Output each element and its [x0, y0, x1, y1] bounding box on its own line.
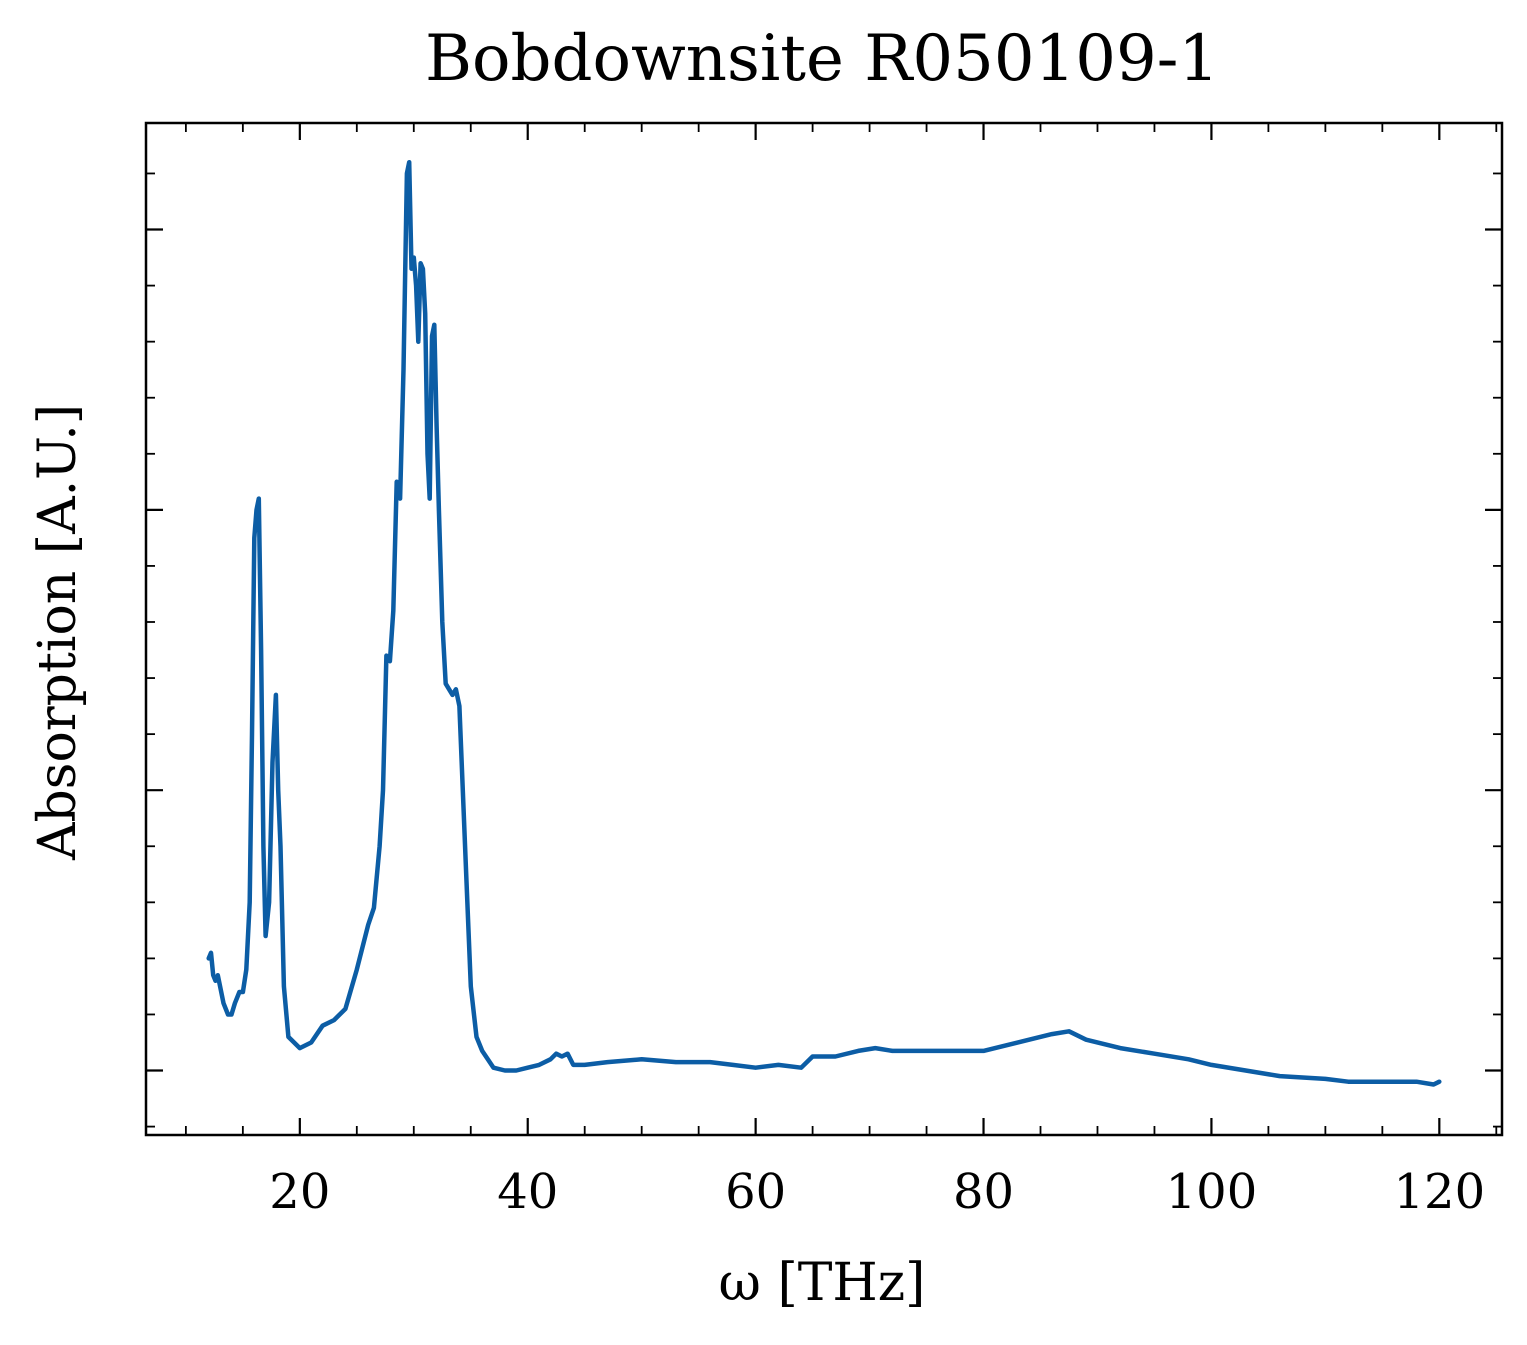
x-tick-labels: 20 40 60 80 100 120	[269, 1164, 1485, 1220]
plot-frame	[144, 121, 1504, 1137]
chart-title: Bobdownsite R050109-1	[425, 22, 1219, 96]
series-layer	[206, 159, 1442, 1087]
plot-area	[144, 121, 1504, 1137]
x-tick-label: 60	[725, 1164, 786, 1220]
absorption-series-line	[206, 159, 1442, 1087]
x-tick-label: 20	[269, 1164, 330, 1220]
x-tick-label: 80	[953, 1164, 1014, 1220]
x-axis-label: ω [THz]	[719, 1253, 926, 1313]
x-tick-label: 100	[1166, 1164, 1258, 1220]
x-tick-label: 40	[497, 1164, 558, 1220]
ticks-layer	[146, 123, 1502, 1135]
y-axis-label: Absorption [A.U.]	[28, 404, 88, 861]
x-tick-label: 120	[1394, 1164, 1486, 1220]
